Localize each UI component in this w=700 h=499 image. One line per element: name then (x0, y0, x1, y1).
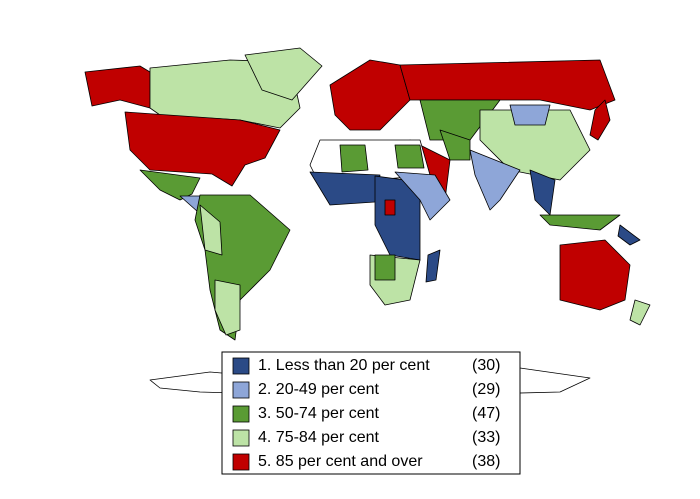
papua (617, 224, 641, 246)
southern-cone (214, 279, 241, 336)
legend: 1. Less than 20 per cent (30) 2. 20-49 per… (221, 351, 521, 475)
algeria (339, 144, 369, 173)
countries (84, 47, 651, 396)
legend-swatch (232, 381, 250, 399)
legend-count: (38) (472, 453, 500, 470)
legend-count: (29) (472, 381, 500, 398)
usa (124, 111, 281, 187)
legend-swatch (232, 405, 250, 423)
angola (374, 254, 396, 281)
russia (399, 59, 616, 111)
europe (329, 59, 411, 131)
egypt (394, 144, 425, 169)
mongolia (509, 104, 551, 126)
legend-swatch (232, 357, 250, 375)
indonesia (539, 214, 621, 231)
madagascar (425, 249, 441, 283)
japan (589, 99, 611, 141)
greenland (244, 47, 323, 101)
china (479, 109, 591, 181)
legend-box (221, 351, 521, 475)
australia (559, 239, 631, 311)
india (469, 149, 521, 211)
andes (199, 204, 223, 256)
iran (439, 129, 471, 161)
legend-count: (47) (472, 405, 500, 422)
legend-count: (33) (472, 429, 500, 446)
legend-label: 1. Less than 20 per cent (258, 357, 430, 374)
legend-count: (30) (472, 357, 500, 374)
legend-label: 4. 75-84 per cent (258, 429, 380, 446)
legend-label: 3. 50-74 per cent (258, 405, 380, 422)
car (384, 199, 396, 216)
legend-swatch (232, 429, 250, 447)
legend-label: 5. 85 per cent and over (258, 453, 423, 470)
east-africa (394, 171, 451, 221)
legend-swatch (232, 453, 250, 471)
new-zealand (629, 299, 651, 326)
legend-label: 2. 20-49 per cent (258, 381, 380, 398)
